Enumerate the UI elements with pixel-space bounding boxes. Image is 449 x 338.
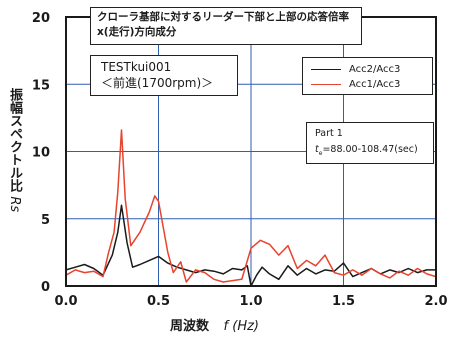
test-condition: ＜前進(1700rpm)＞ — [101, 76, 214, 90]
legend-item-acc1-acc3: Acc1/Acc3 — [311, 77, 424, 92]
legend-item-acc2-acc3: Acc2/Acc3 — [311, 62, 424, 77]
x-axis-label: 周波数 f (Hz) — [170, 315, 370, 334]
legend-swatch-acc1-acc3 — [311, 84, 341, 85]
part-label: Part 1 — [315, 128, 343, 139]
time-value: =88.00-108.47(sec) — [322, 144, 418, 155]
test-name: TESTkui001 — [101, 60, 172, 74]
y-tick-label: 5 — [41, 213, 50, 228]
x-tick-label: 0.0 — [54, 294, 77, 309]
time-range: te=88.00-108.47(sec) — [315, 142, 425, 162]
x-tick-label: 0.5 — [147, 294, 170, 309]
time-range-box: Part 1 te=88.00-108.47(sec) — [306, 122, 434, 164]
time-symbol: t — [315, 144, 319, 155]
chart-title-line-1: クローラ基部に対するリーダー下部と上部の応答倍率 — [97, 11, 349, 23]
x-tick-label: 2.0 — [424, 294, 447, 309]
chart-title-line-2: x(走行)方向成分 — [97, 26, 177, 38]
y-axis-label-text: 振幅スペクトル比 — [7, 87, 22, 192]
x-tick-label: 1.5 — [332, 294, 355, 309]
x-axis-label-symbol: f (Hz) — [223, 319, 259, 334]
tick-labels: 0.0 0.5 1.0 1.5 2.0 0 5 10 15 20 — [32, 11, 448, 309]
legend-swatch-acc2-acc3 — [311, 69, 341, 70]
plot-series — [65, 129, 437, 287]
y-axis-label: 振幅スペクトル比 Rs — [2, 88, 26, 212]
chart-title-box: クローラ基部に対するリーダー下部と上部の応答倍率 x(走行)方向成分 — [90, 7, 362, 45]
legend-label-acc2-acc3: Acc2/Acc3 — [349, 64, 401, 75]
y-tick-label: 0 — [41, 280, 50, 295]
series-line-acc1-acc3 — [65, 129, 437, 283]
y-tick-label: 15 — [32, 78, 50, 93]
x-tick-label: 1.0 — [239, 294, 262, 309]
y-axis-label-symbol: Rs — [7, 196, 22, 213]
time-subscript: e — [318, 149, 323, 157]
y-tick-label: 20 — [32, 11, 50, 26]
test-info-box: TESTkui001 ＜前進(1700rpm)＞ — [90, 55, 238, 96]
legend-label-acc1-acc3: Acc1/Acc3 — [349, 79, 401, 90]
y-tick-label: 10 — [32, 146, 50, 161]
x-axis-label-text: 周波数 — [170, 319, 210, 334]
legend: Acc2/Acc3 Acc1/Acc3 — [302, 57, 433, 95]
